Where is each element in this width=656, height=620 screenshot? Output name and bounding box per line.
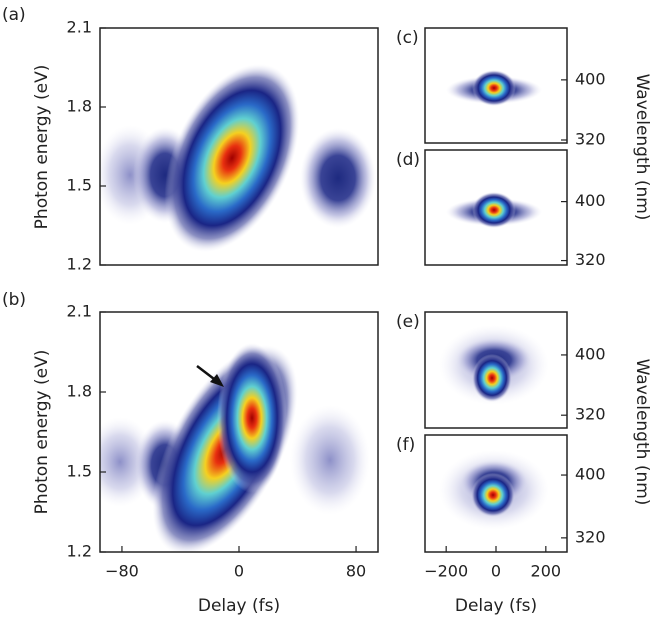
panel-label: (e) (396, 312, 420, 332)
y-tick-label: 320 (575, 527, 606, 546)
x-tick-label: 80 (346, 562, 366, 581)
plot-frame (424, 27, 568, 144)
arrow (196, 365, 224, 387)
y-tick-label: 320 (575, 250, 606, 269)
contour-map (100, 343, 370, 552)
y-tick-label: 1.5 (67, 176, 92, 195)
x-tick-label: 200 (531, 562, 562, 581)
plot-frame (424, 311, 568, 429)
x-axis-label: Delay (fs) (198, 596, 280, 616)
panel-label: (f) (396, 435, 415, 455)
y-tick-label: 400 (575, 69, 606, 88)
panel-label: (c) (396, 28, 419, 48)
y-axis-label: Wavelength (nm) (632, 74, 652, 221)
contour-map (100, 64, 376, 252)
contour-map (446, 192, 542, 228)
plot-frame (99, 27, 379, 266)
y-tick-label: 2.1 (67, 302, 92, 321)
y-axis-label: Photon energy (eV) (32, 350, 52, 515)
y-axis-label: Wavelength (nm) (632, 359, 652, 506)
y-tick-label: 1.8 (67, 382, 92, 401)
x-tick-label: −200 (424, 562, 468, 581)
x-tick-label: 0 (234, 562, 244, 581)
y-tick-label: 320 (575, 405, 606, 424)
contour-map (446, 70, 542, 106)
y-tick-label: 1.5 (67, 462, 92, 481)
y-tick-label: 1.2 (67, 255, 92, 274)
x-tick-label: −80 (105, 562, 139, 581)
y-tick-label: 400 (575, 465, 606, 484)
panel-label: (b) (2, 290, 26, 310)
y-tick-label: 400 (575, 191, 606, 210)
contour-map (439, 450, 549, 530)
y-tick-label: 1.8 (67, 97, 92, 116)
contour-map (439, 325, 549, 405)
panel-label: (a) (2, 5, 26, 25)
y-axis-label: Photon energy (eV) (32, 65, 52, 230)
x-tick-label: 0 (491, 562, 501, 581)
plot-frame (424, 149, 568, 266)
y-tick-label: 2.1 (67, 18, 92, 37)
x-axis-label: Delay (fs) (455, 596, 537, 616)
y-tick-label: 1.2 (67, 542, 92, 561)
y-tick-label: 320 (575, 129, 606, 148)
y-tick-label: 400 (575, 344, 606, 363)
panel-label: (d) (396, 150, 420, 170)
